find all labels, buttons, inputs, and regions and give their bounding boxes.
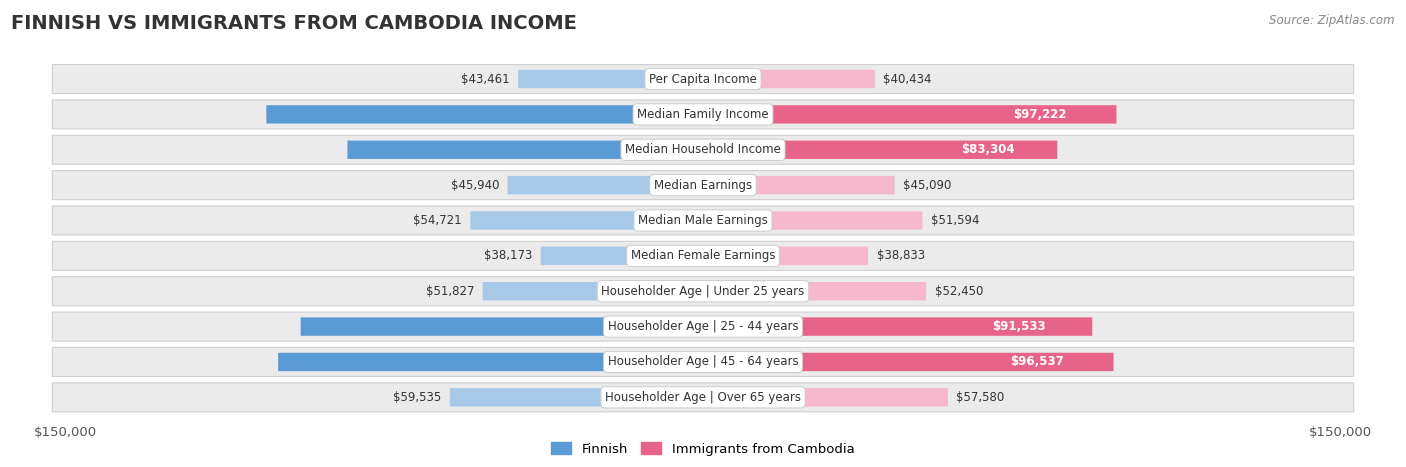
FancyBboxPatch shape — [52, 347, 1354, 376]
FancyBboxPatch shape — [52, 100, 1354, 129]
Text: $57,580: $57,580 — [956, 391, 1005, 404]
FancyBboxPatch shape — [519, 70, 703, 88]
FancyBboxPatch shape — [703, 388, 948, 406]
FancyBboxPatch shape — [450, 388, 703, 406]
FancyBboxPatch shape — [703, 318, 1092, 336]
FancyBboxPatch shape — [52, 170, 1354, 199]
Text: Householder Age | 25 - 44 years: Householder Age | 25 - 44 years — [607, 320, 799, 333]
FancyBboxPatch shape — [703, 70, 875, 88]
FancyBboxPatch shape — [266, 105, 703, 124]
Text: $43,461: $43,461 — [461, 72, 509, 85]
FancyBboxPatch shape — [52, 206, 1354, 235]
Text: Median Female Earnings: Median Female Earnings — [631, 249, 775, 262]
Text: $96,537: $96,537 — [1011, 355, 1064, 368]
Legend: Finnish, Immigrants from Cambodia: Finnish, Immigrants from Cambodia — [546, 437, 860, 461]
Text: $91,533: $91,533 — [991, 320, 1046, 333]
FancyBboxPatch shape — [52, 241, 1354, 270]
FancyBboxPatch shape — [470, 211, 703, 230]
FancyBboxPatch shape — [278, 353, 703, 371]
FancyBboxPatch shape — [347, 141, 703, 159]
Text: Median Earnings: Median Earnings — [654, 178, 752, 191]
Text: $38,833: $38,833 — [877, 249, 925, 262]
Text: Householder Age | Under 25 years: Householder Age | Under 25 years — [602, 285, 804, 298]
FancyBboxPatch shape — [301, 318, 703, 336]
FancyBboxPatch shape — [703, 211, 922, 230]
Text: $99,904: $99,904 — [652, 355, 706, 368]
FancyBboxPatch shape — [703, 282, 927, 300]
Text: $102,676: $102,676 — [651, 108, 713, 121]
FancyBboxPatch shape — [703, 141, 1057, 159]
FancyBboxPatch shape — [703, 247, 868, 265]
Text: $51,827: $51,827 — [426, 285, 474, 298]
FancyBboxPatch shape — [52, 64, 1354, 93]
FancyBboxPatch shape — [52, 135, 1354, 164]
Text: $83,607: $83,607 — [661, 143, 714, 156]
Text: $45,090: $45,090 — [903, 178, 952, 191]
FancyBboxPatch shape — [52, 383, 1354, 412]
Text: $38,173: $38,173 — [484, 249, 531, 262]
Text: FINNISH VS IMMIGRANTS FROM CAMBODIA INCOME: FINNISH VS IMMIGRANTS FROM CAMBODIA INCO… — [11, 14, 576, 33]
Text: $59,535: $59,535 — [394, 391, 441, 404]
FancyBboxPatch shape — [703, 176, 894, 194]
Text: $97,222: $97,222 — [1014, 108, 1067, 121]
Text: $54,721: $54,721 — [413, 214, 461, 227]
Text: Per Capita Income: Per Capita Income — [650, 72, 756, 85]
FancyBboxPatch shape — [703, 353, 1114, 371]
Text: $40,434: $40,434 — [883, 72, 932, 85]
Text: Source: ZipAtlas.com: Source: ZipAtlas.com — [1270, 14, 1395, 27]
Text: $51,594: $51,594 — [931, 214, 980, 227]
Text: Householder Age | Over 65 years: Householder Age | Over 65 years — [605, 391, 801, 404]
Text: Median Family Income: Median Family Income — [637, 108, 769, 121]
Text: Householder Age | 45 - 64 years: Householder Age | 45 - 64 years — [607, 355, 799, 368]
FancyBboxPatch shape — [52, 277, 1354, 306]
FancyBboxPatch shape — [508, 176, 703, 194]
Text: $52,450: $52,450 — [935, 285, 983, 298]
Text: $83,304: $83,304 — [962, 143, 1015, 156]
FancyBboxPatch shape — [482, 282, 703, 300]
Text: Median Household Income: Median Household Income — [626, 143, 780, 156]
FancyBboxPatch shape — [52, 312, 1354, 341]
Text: $94,610: $94,610 — [655, 320, 709, 333]
Text: $45,940: $45,940 — [451, 178, 499, 191]
Text: Median Male Earnings: Median Male Earnings — [638, 214, 768, 227]
FancyBboxPatch shape — [541, 247, 703, 265]
FancyBboxPatch shape — [703, 105, 1116, 124]
